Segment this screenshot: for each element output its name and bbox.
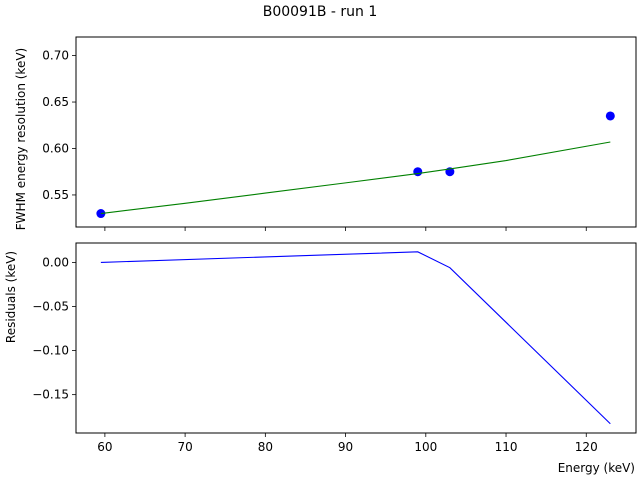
bottom-axes-xlabel: Energy (keV) xyxy=(558,461,635,475)
bottom-series-line-0 xyxy=(100,251,611,425)
top-axes: 0.55 0.60 0.65 0.70 FWHM energy resolution … xyxy=(14,36,637,231)
top-axes-plot xyxy=(96,111,615,219)
bottom-xtick-label: 70 xyxy=(177,440,192,454)
bottom-xtick-label: 80 xyxy=(258,440,273,454)
bottom-xtick-label: 110 xyxy=(495,440,518,454)
figure-title: B00091B - run 1 xyxy=(263,4,378,20)
bottom-xtick-label: 60 xyxy=(97,440,112,454)
top-ytick-label: 0.60 xyxy=(42,141,69,155)
bottom-axes-ylabel: Residuals (keV) xyxy=(4,251,18,343)
top-series-line-1 xyxy=(100,141,611,215)
bottom-xtick-label: 120 xyxy=(575,440,598,454)
top-axes-frame xyxy=(75,36,637,228)
top-ytick-label: 0.70 xyxy=(42,49,69,63)
top-data-point xyxy=(605,111,615,121)
top-ytick-label: 0.55 xyxy=(42,188,69,202)
bottom-axes-plot xyxy=(100,251,611,425)
bottom-axes-ticks: 60 70 80 90 100 110 120 0.00 −0.05 −0.10 −0.15 xyxy=(32,255,597,454)
top-axes-ylabel: FWHM energy resolution (keV) xyxy=(14,48,28,230)
bottom-xtick-label: 90 xyxy=(338,440,353,454)
bottom-axes: 60 70 80 90 100 110 120 0.00 −0.05 −0.10 −0.15 Res… xyxy=(4,242,637,475)
bottom-xtick-label: 100 xyxy=(414,440,437,454)
bottom-ytick-label: −0.15 xyxy=(32,388,69,402)
bottom-ytick-label: −0.05 xyxy=(32,299,69,313)
bottom-ytick-label: −0.10 xyxy=(32,344,69,358)
top-data-point xyxy=(413,167,423,177)
top-ytick-label: 0.65 xyxy=(42,95,69,109)
bottom-axes-frame xyxy=(75,242,637,434)
bottom-ytick-label: 0.00 xyxy=(42,255,69,269)
top-axes-ticks: 0.55 0.60 0.65 0.70 xyxy=(42,49,587,231)
